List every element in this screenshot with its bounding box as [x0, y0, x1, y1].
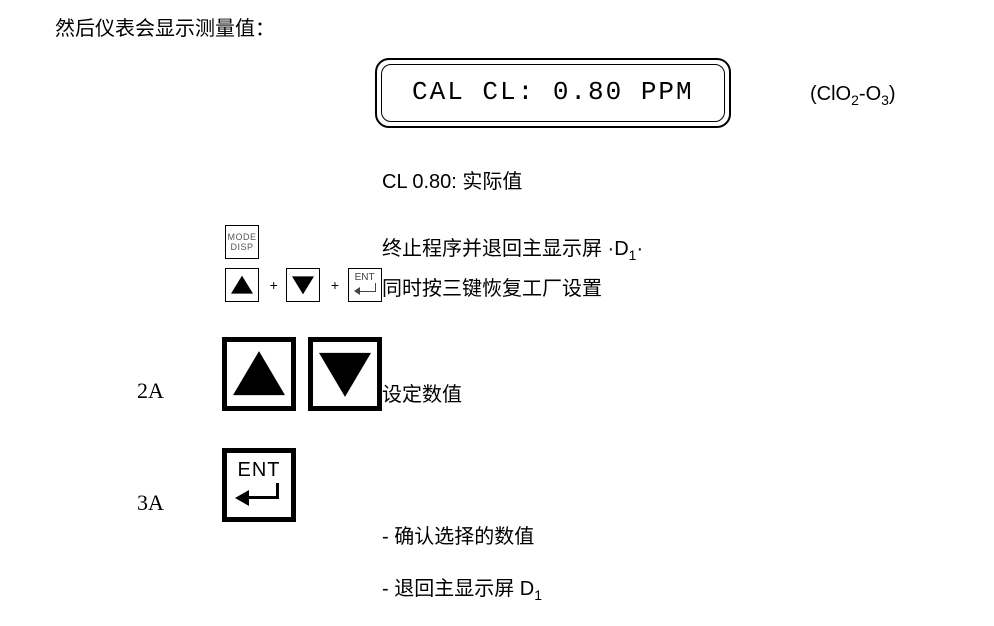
triangle-up-icon	[233, 351, 285, 395]
step-2a-buttons	[222, 337, 388, 411]
reset-button-row: + + ENT	[225, 268, 384, 302]
mode-line1: MODE	[226, 232, 258, 242]
step-3a-desc2-sub: 1	[534, 587, 542, 603]
step-3a-desc-2: - 退回主显示屏 D1	[382, 572, 542, 603]
enter-line-h	[245, 496, 279, 499]
lcd-annotation: (ClO2-O3)	[810, 83, 896, 108]
annot-suffix: )	[889, 83, 896, 105]
mode-disp-button[interactable]: MODE DISP	[225, 225, 259, 259]
ent-label-large: ENT	[227, 459, 291, 482]
up-button-large[interactable]	[222, 337, 296, 411]
down-button-large[interactable]	[308, 337, 382, 411]
reset-desc: 同时按三键恢复工厂设置	[382, 272, 602, 301]
up-button-small[interactable]	[225, 268, 259, 302]
actual-value-text: CL 0.80: 实际值	[382, 165, 522, 194]
annot-mid: -O	[859, 83, 881, 105]
enter-arrowhead-icon	[235, 490, 249, 506]
step-2a-desc: 设定数值	[382, 378, 462, 407]
mode-desc-text: 终止程序并退回主显示屏 ·D	[382, 238, 629, 260]
ent-button-large[interactable]: ENT	[222, 448, 296, 522]
down-button-small[interactable]	[286, 268, 320, 302]
plus-1: +	[270, 277, 278, 293]
annot-sub1: 2	[851, 92, 859, 108]
step-3a-desc2-prefix: - 退回主显示屏 D	[382, 578, 534, 600]
triangle-down-icon	[319, 353, 371, 397]
ent-button-small[interactable]: ENT	[348, 268, 382, 302]
step-3a-buttons: ENT	[222, 448, 302, 522]
mode-desc: 终止程序并退回主显示屏 ·D1·	[382, 232, 643, 263]
triangle-down-icon	[292, 276, 314, 294]
step-3a-label: 3A	[137, 490, 164, 516]
step-2a-label: 2A	[137, 378, 164, 404]
mode-desc-tail: ·	[636, 238, 643, 260]
lcd-display: CAL CL: 0.80 PPM	[375, 58, 731, 128]
triangle-up-icon	[231, 276, 253, 294]
mode-line2: DISP	[226, 242, 258, 252]
annot-prefix: (ClO	[810, 83, 851, 105]
ent-label-small: ENT	[349, 272, 381, 283]
annot-sub2: 3	[881, 92, 889, 108]
enter-arrowhead-icon	[354, 287, 360, 295]
plus-2: +	[331, 277, 339, 293]
intro-text: 然后仪表会显示测量值：	[55, 12, 275, 41]
lcd-text: CAL CL: 0.80 PPM	[381, 64, 725, 122]
step-3a-desc-1: - 确认选择的数值	[382, 520, 534, 549]
mode-button-row: MODE DISP	[225, 225, 261, 259]
